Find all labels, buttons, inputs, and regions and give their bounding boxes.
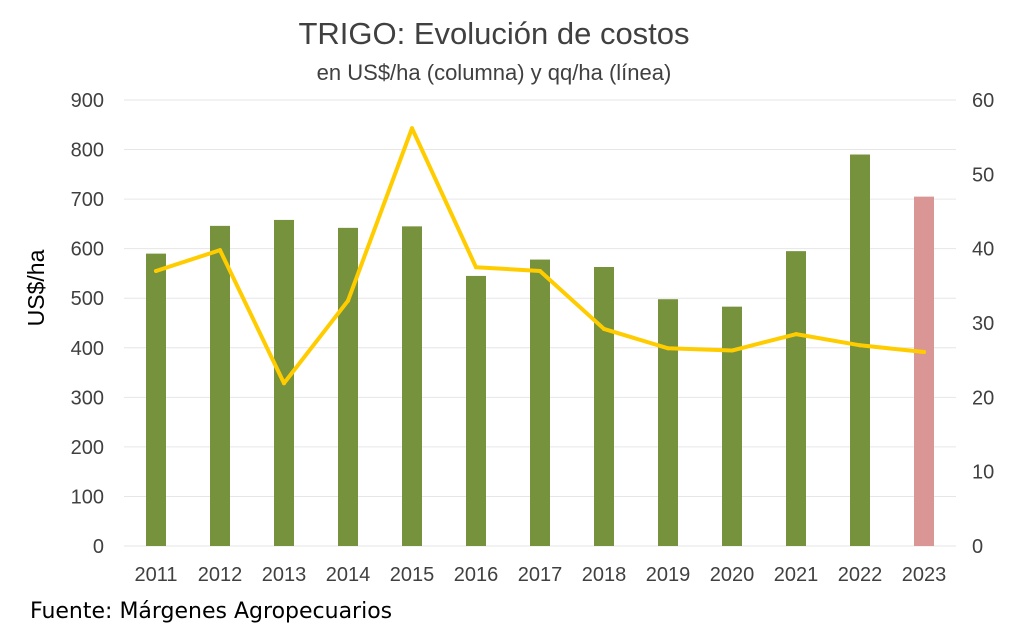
bar: [786, 251, 806, 546]
y-tick-label: 600: [71, 239, 104, 261]
y2-tick-label: 20: [972, 387, 994, 409]
bar: [530, 259, 550, 546]
line-point: [474, 265, 478, 270]
x-tick-label: 2016: [454, 564, 499, 586]
y2-tick-label: 30: [972, 313, 994, 335]
y2-tick-label: 0: [972, 536, 983, 558]
line-point: [666, 346, 670, 351]
bar: [914, 196, 934, 546]
x-tick-label: 2012: [198, 564, 243, 586]
x-axis-ticks: 2011 2012 2013 2014 2015 2016 2017 2018 2019 2020…: [134, 564, 946, 586]
bar: [658, 299, 678, 546]
y-tick-label: 400: [71, 338, 104, 360]
bar: [594, 267, 614, 546]
bar: [146, 253, 166, 546]
chart-title: TRIGO: Evolución de costos: [298, 16, 689, 51]
line-point: [538, 268, 542, 273]
line-point: [922, 349, 926, 354]
x-tick-label: 2017: [518, 564, 563, 586]
x-tick-label: 2014: [326, 564, 371, 586]
bar: [338, 227, 358, 546]
bar: [466, 275, 486, 546]
y-tick-label: 800: [71, 140, 104, 162]
line-point: [410, 126, 414, 131]
bar: [210, 225, 230, 547]
y2-axis-ticks: 0 10 20 30 40 50 60: [972, 90, 994, 558]
y-tick-label: 700: [71, 189, 104, 211]
bar: [402, 226, 422, 546]
y2-tick-label: 40: [972, 239, 994, 261]
line-point: [730, 348, 734, 353]
y-tick-label: 0: [93, 536, 104, 558]
line-point: [282, 381, 286, 386]
x-tick-label: 2022: [838, 564, 883, 586]
y-tick-label: 300: [71, 387, 104, 409]
y-tick-label: 500: [71, 288, 104, 310]
x-tick-label: 2019: [646, 564, 691, 586]
y-axis-ticks: 0 100 200 300 400 500 600 700 800 900: [71, 90, 104, 558]
line-point: [602, 326, 606, 331]
y-tick-label: 100: [71, 486, 104, 508]
y-axis-label: US$/ha: [23, 249, 49, 326]
bar-series: [146, 154, 934, 547]
chart-subtitle: en US$/ha (columna) y qq/ha (línea): [317, 60, 672, 85]
line-point: [154, 268, 158, 273]
line-point: [346, 298, 350, 303]
y-tick-label: 200: [71, 437, 104, 459]
line-point: [794, 332, 798, 337]
x-tick-label: 2013: [262, 564, 307, 586]
source-note: Fuente: Márgenes Agropecuarios: [30, 599, 392, 624]
line-point: [858, 343, 862, 348]
y-tick-label: 900: [71, 90, 104, 112]
x-tick-label: 2015: [390, 564, 435, 586]
line-point: [218, 248, 222, 253]
x-tick-label: 2018: [582, 564, 627, 586]
y2-tick-label: 50: [972, 164, 994, 186]
line-series: [154, 126, 926, 386]
x-tick-label: 2023: [902, 564, 947, 586]
y2-tick-label: 60: [972, 90, 994, 112]
x-tick-label: 2011: [134, 564, 177, 586]
x-tick-label: 2020: [710, 564, 755, 586]
bar: [850, 154, 870, 546]
y2-tick-label: 10: [972, 462, 994, 484]
x-tick-label: 2021: [774, 564, 819, 586]
bar: [722, 306, 742, 546]
